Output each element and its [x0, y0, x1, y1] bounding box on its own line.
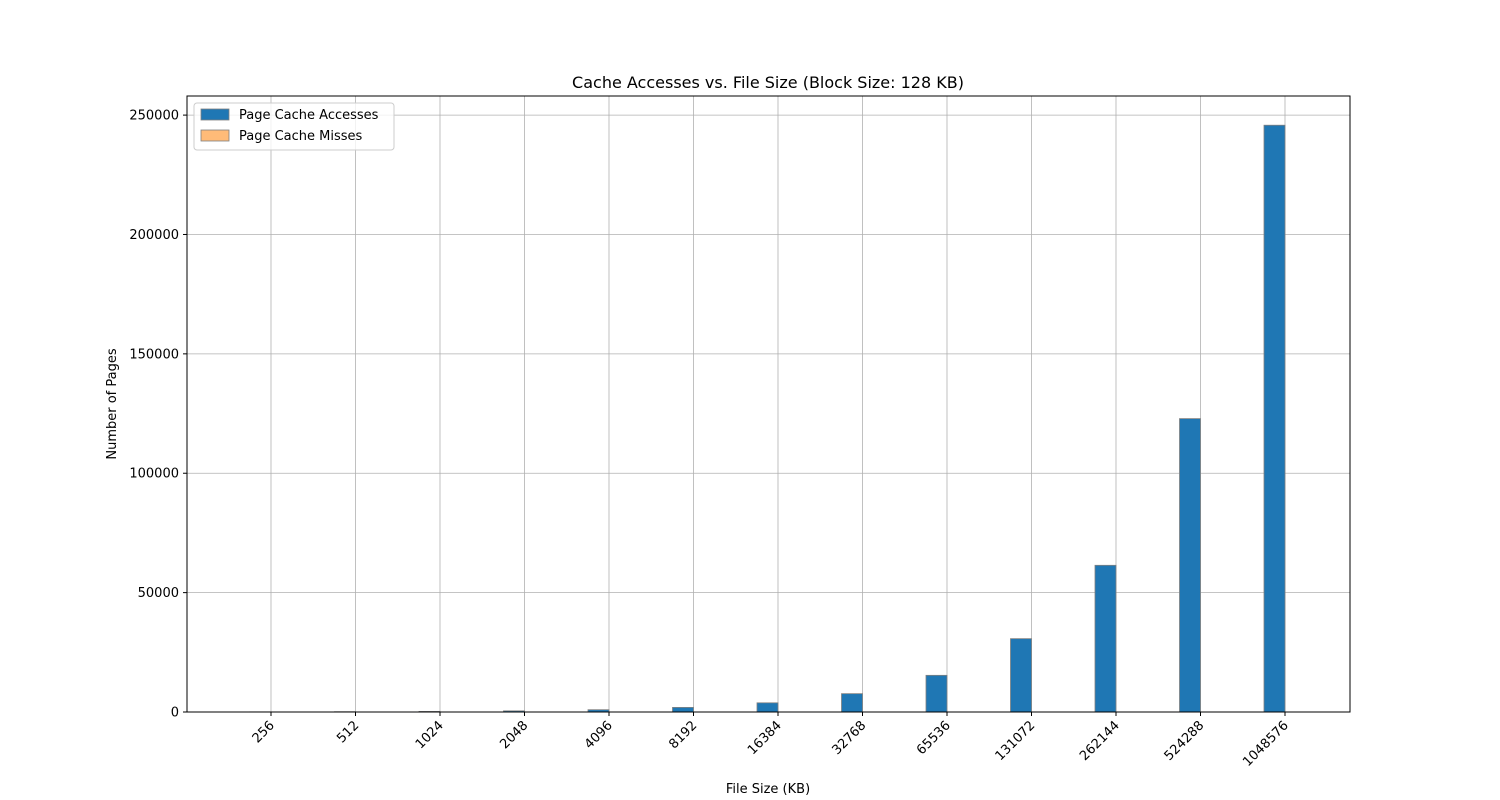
bar-accesses: [841, 693, 863, 713]
legend-label-accesses: Page Cache Accesses: [239, 108, 379, 123]
y-axis-label: Number of Pages: [105, 348, 120, 459]
bar-accesses: [925, 674, 948, 713]
y-tick-label: 100000: [129, 467, 179, 482]
y-axis-ticks: 0 50000 100000 150000 200000 250000: [129, 109, 187, 721]
y-tick-label: 150000: [129, 347, 179, 362]
y-tick-label: 200000: [129, 228, 179, 243]
bar-accesses: [1179, 418, 1201, 713]
bar-accesses: [1263, 124, 1286, 713]
y-tick-label: 250000: [129, 109, 179, 124]
bar-accesses: [1094, 564, 1117, 713]
y-tick-label: 0: [171, 706, 179, 721]
legend: Page Cache Accesses Page Cache Misses: [193, 102, 395, 151]
chart-title: Cache Accesses vs. File Size (Block Size…: [572, 73, 964, 92]
bar-accesses: [1010, 638, 1032, 713]
legend-label-misses: Page Cache Misses: [239, 129, 363, 144]
legend-swatch-misses: [200, 129, 230, 142]
x-axis-label: File Size (KB): [726, 782, 810, 797]
legend-swatch-accesses: [200, 108, 230, 121]
plot-area-frame: [186, 95, 1351, 713]
y-tick-label: 50000: [138, 586, 179, 601]
legend-box: [193, 102, 395, 151]
bar-accesses: [672, 707, 694, 713]
bar-accesses: [756, 702, 779, 713]
